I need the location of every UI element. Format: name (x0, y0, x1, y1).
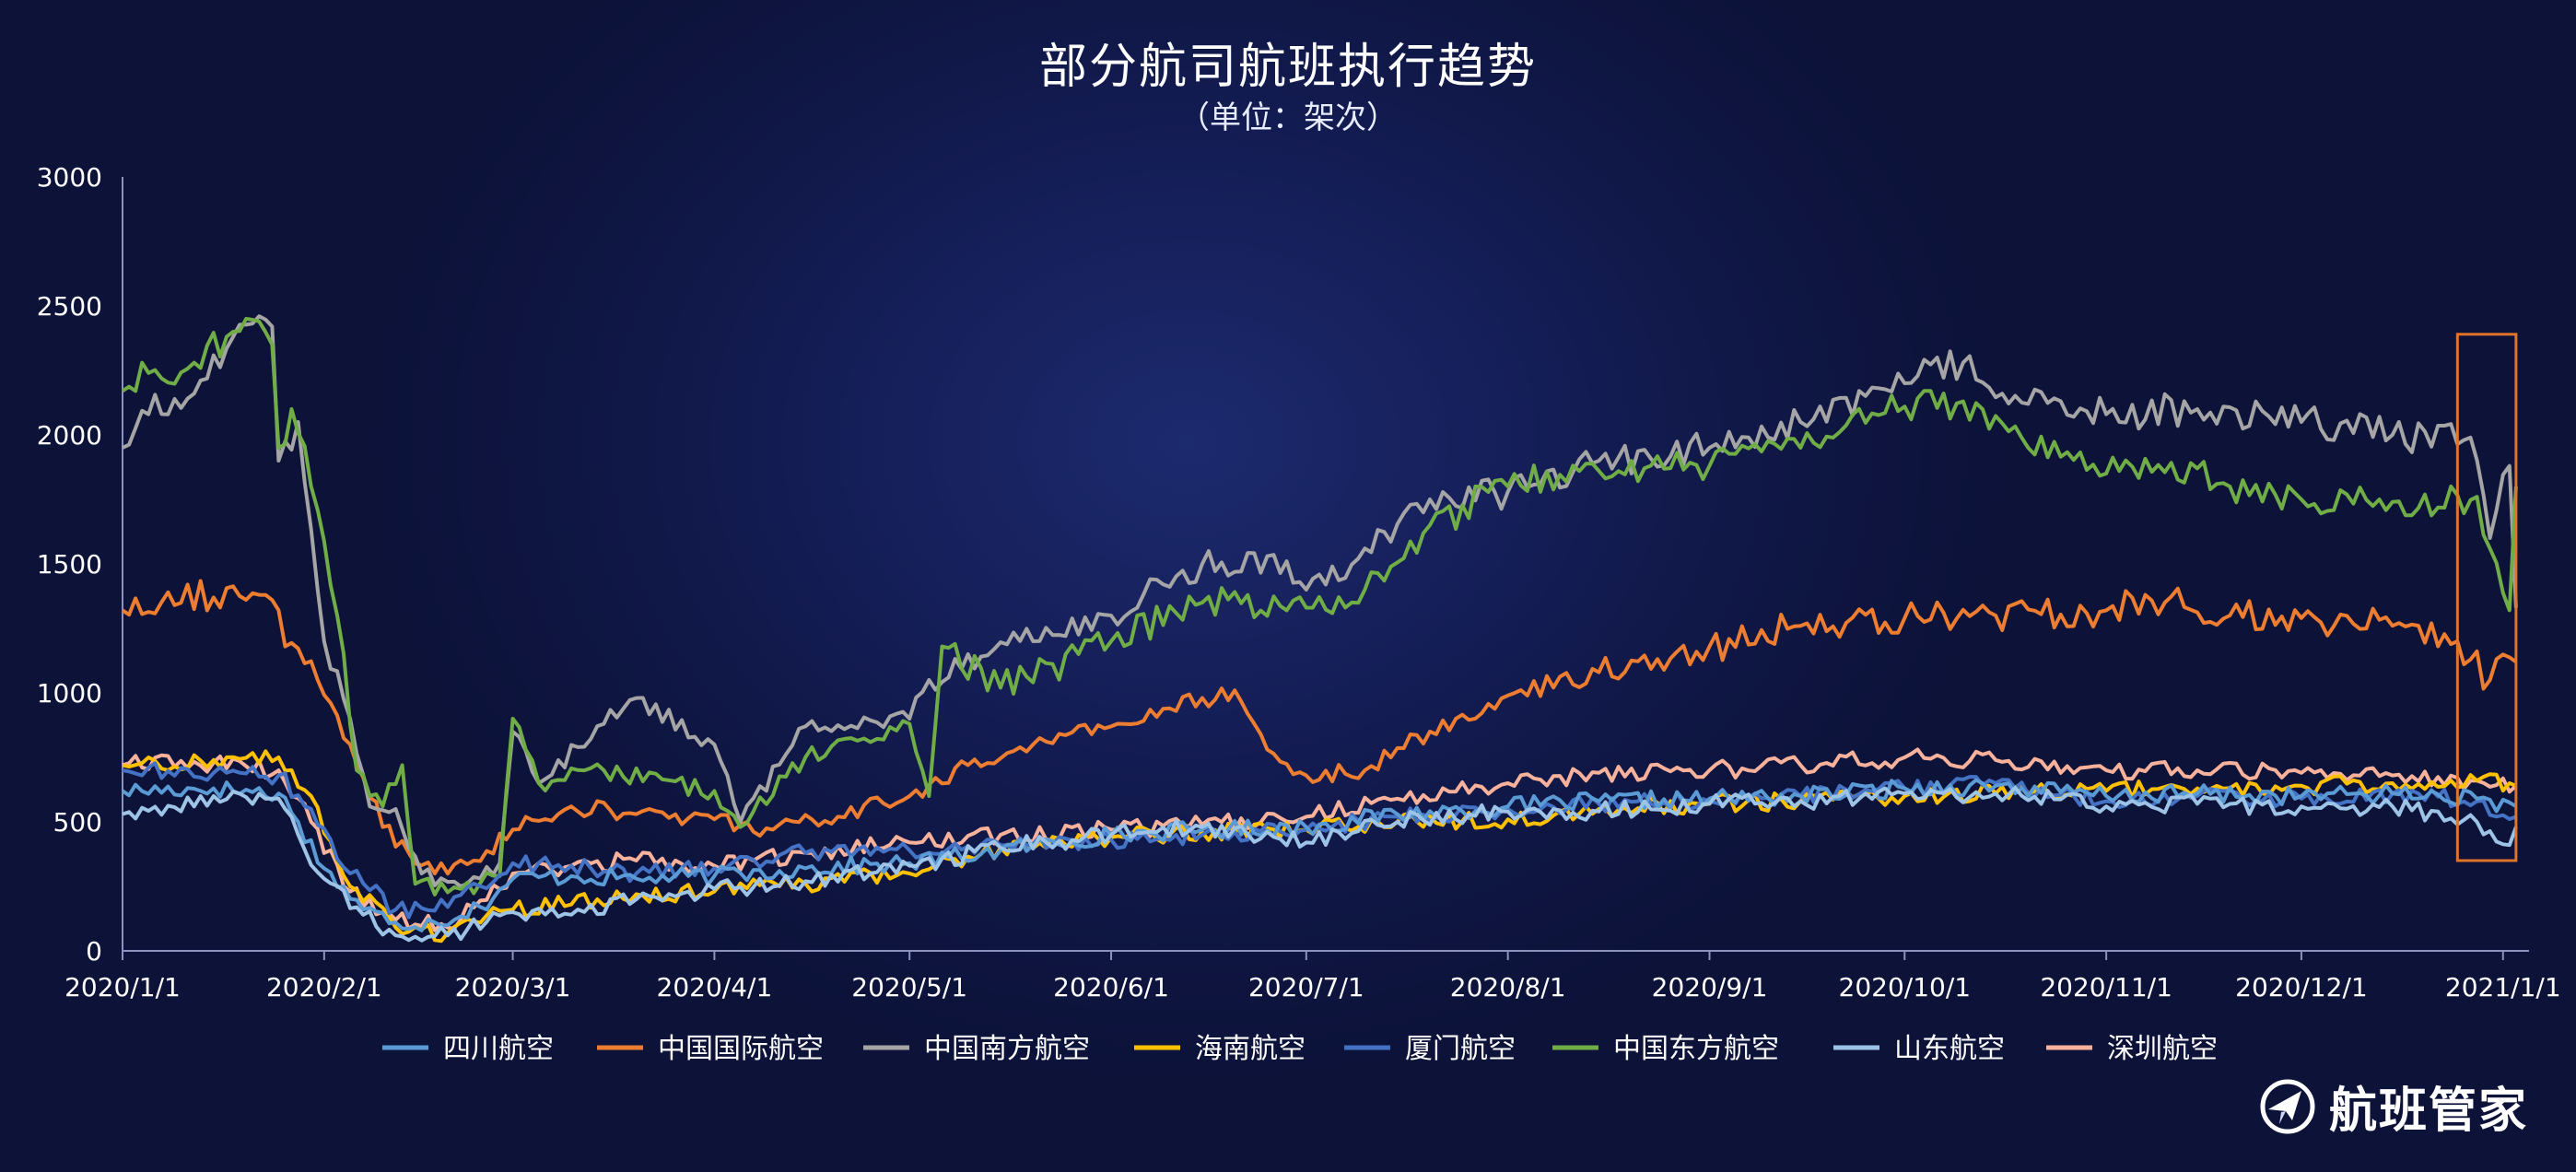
y-tick-label: 2500 (37, 291, 102, 322)
x-tick-label: 2020/1/1 (64, 972, 181, 1002)
y-tick-label: 1500 (37, 549, 102, 580)
legend-label: 海南航空 (1195, 1033, 1306, 1065)
legend-item: 中国东方航空 (1552, 1033, 1779, 1065)
series-line (121, 778, 2517, 932)
legend-item: 山东航空 (1833, 1033, 2005, 1065)
legend-item: 厦门航空 (1344, 1033, 1516, 1065)
series-line (122, 785, 2518, 943)
brand-name: 航班管家 (2328, 1084, 2528, 1139)
chart-title: 部分航司航班执行趋势 (1038, 40, 1537, 95)
series-line (121, 317, 2518, 897)
x-tick-label: 2021/1/1 (2445, 972, 2561, 1002)
series-line (121, 579, 2518, 876)
legend-label: 四川航空 (443, 1033, 554, 1065)
x-tick-label: 2020/7/1 (1248, 972, 1364, 1002)
y-tick-label: 0 (86, 936, 102, 967)
chart-axes: 0 500 1000 1500 2000 2500 3000 2020/1/1 2020/2/1… (37, 162, 2561, 1002)
x-tick-label: 2020/2/1 (266, 972, 382, 1002)
y-tick-label: 2000 (37, 420, 102, 451)
legend-item: 中国国际航空 (597, 1033, 824, 1065)
plane-logo-icon (2260, 1079, 2315, 1133)
y-tick-label: 1000 (37, 678, 102, 709)
series-lines (121, 314, 2518, 943)
legend-item: 中国南方航空 (863, 1033, 1090, 1065)
highlight-rect (2455, 333, 2518, 862)
legend-label: 山东航空 (1894, 1033, 2005, 1065)
legend-item: 海南航空 (1134, 1033, 1306, 1065)
legend-label: 中国南方航空 (924, 1033, 1090, 1065)
highlight-box (2455, 333, 2518, 862)
legend-label: 厦门航空 (1405, 1033, 1516, 1065)
legend-label: 深圳航空 (2107, 1033, 2218, 1065)
chart-legend: 四川航空 中国国际航空 中国南方航空 海南航空 厦门航空 中国东方航空 山东航空 深圳航空 (382, 1033, 2218, 1065)
series-line (122, 314, 2518, 888)
x-tick-label: 2020/12/1 (2235, 972, 2368, 1002)
legend-item: 深圳航空 (2046, 1033, 2218, 1065)
x-tick-label: 2020/9/1 (1652, 972, 1768, 1002)
x-tick-label: 2020/11/1 (2040, 972, 2172, 1002)
x-tick-label: 2020/8/1 (1450, 972, 1566, 1002)
legend-label: 中国东方航空 (1613, 1033, 1779, 1065)
x-tick-label: 2020/10/1 (1839, 972, 1972, 1002)
legend-item: 四川航空 (382, 1033, 554, 1065)
legend-label: 中国国际航空 (658, 1033, 824, 1065)
y-tick-label: 3000 (37, 162, 102, 193)
series-line (122, 761, 2517, 920)
x-tick-label: 2020/4/1 (657, 972, 773, 1002)
y-tick-label: 500 (53, 807, 102, 838)
brand-logo: 航班管家 (2259, 1072, 2528, 1141)
chart-subtitle: （单位：架次） (1178, 100, 1398, 136)
x-tick-label: 2020/3/1 (455, 972, 571, 1002)
x-tick-label: 2020/5/1 (851, 972, 967, 1002)
x-tick-label: 2020/6/1 (1053, 972, 1169, 1002)
